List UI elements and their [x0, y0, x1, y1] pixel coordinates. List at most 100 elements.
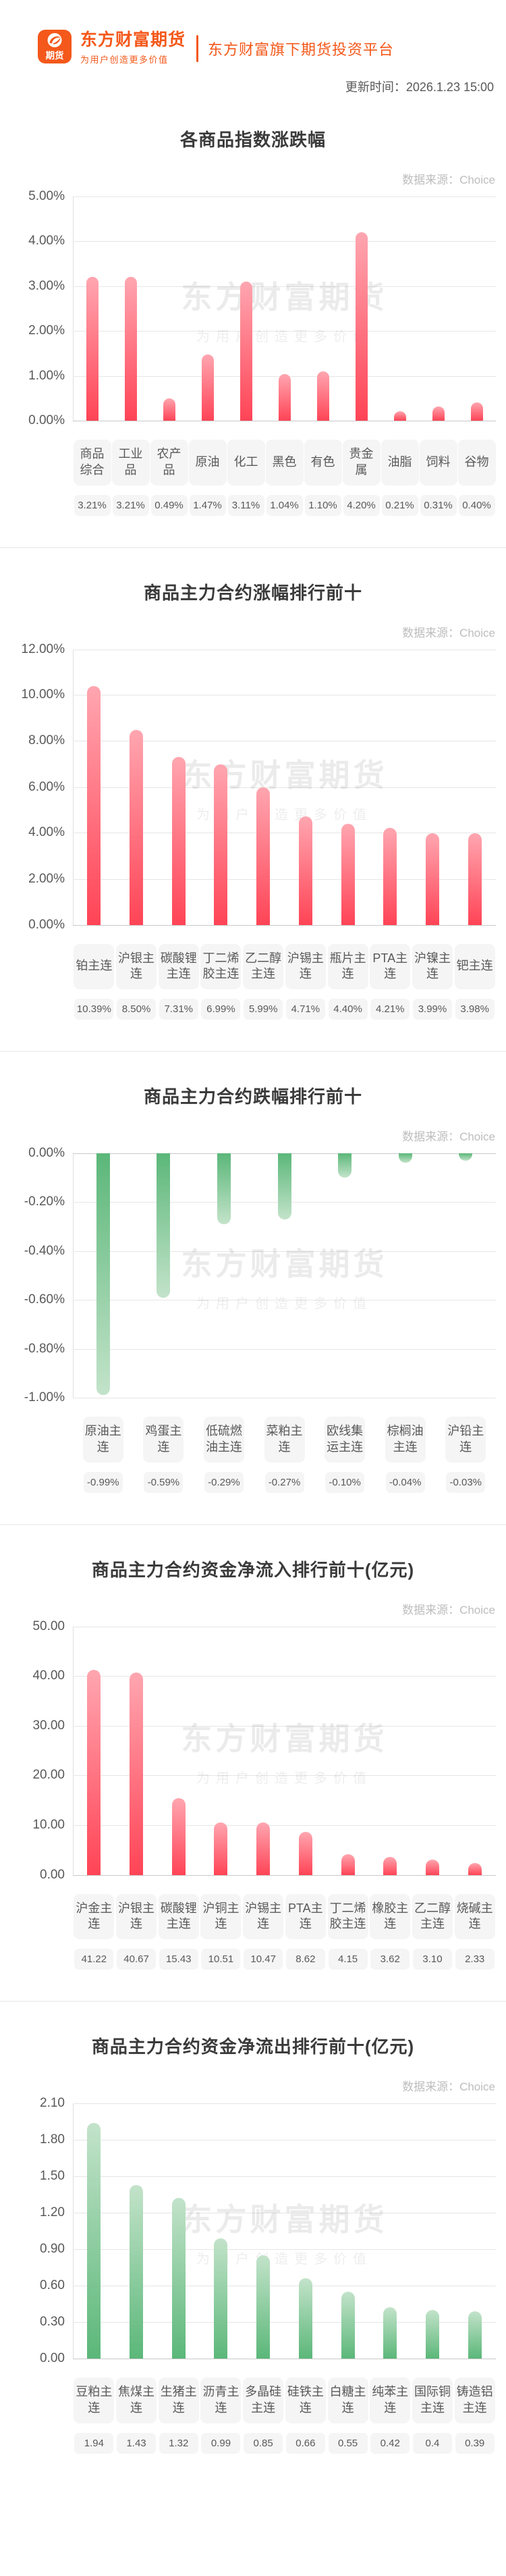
value-label: 1.04%: [266, 494, 303, 516]
chart-title: 商品主力合约资金净流出排行前十(亿元): [91, 2036, 415, 2057]
value-label: 1.10%: [304, 494, 341, 516]
gridline: [73, 924, 496, 926]
bar-slot: [242, 1627, 285, 1875]
bar: [87, 1670, 101, 1875]
category-label: 有色: [304, 440, 342, 485]
bar: [316, 371, 329, 421]
bar-slot: [265, 196, 304, 421]
value-slot: 6.99%: [200, 999, 242, 1020]
bar: [459, 1153, 473, 1161]
gridline: [73, 787, 496, 788]
value-slot: -0.04%: [375, 1471, 436, 1493]
value-slot: 10.51: [200, 1949, 242, 1970]
y-axis-tick-label: 0.60: [40, 2278, 65, 2292]
bar: [341, 1854, 355, 1875]
bar: [163, 398, 175, 421]
y-axis-tick-label: 3.00%: [28, 278, 65, 293]
category-label: 瓶片主连: [327, 943, 368, 989]
bar: [468, 1863, 482, 1875]
y-axis-tick-label: 1.50: [40, 2169, 65, 2183]
category-slot: 棕榈油主连: [375, 1417, 436, 1463]
gridline: [73, 2103, 496, 2104]
category-label: 谷物: [457, 440, 496, 485]
y-axis-tick-label: 2.00%: [28, 871, 65, 886]
bars: [73, 1153, 496, 1398]
category-slot: 多晶硅主连: [242, 2377, 285, 2423]
bar: [341, 2292, 355, 2359]
category-label: 乙二醇主连: [243, 943, 284, 989]
value-label: 0.39: [455, 2432, 495, 2454]
bar: [87, 686, 101, 925]
value-label: 3.99%: [412, 999, 452, 1020]
bar: [256, 1822, 271, 1875]
bar-slot: [412, 2103, 454, 2359]
category-slot: 原油主连: [73, 1417, 134, 1463]
bar-slot: [412, 650, 454, 925]
bar: [277, 1153, 291, 1219]
value-label: 0.85: [244, 2432, 283, 2454]
category-slot: 沪锡主连: [285, 943, 327, 989]
category-label: 沪银主连: [116, 1893, 157, 1939]
value-slot: 3.62: [369, 1949, 412, 1970]
bar: [425, 2310, 439, 2359]
y-axis-tick-label: 0.00: [40, 1867, 65, 1882]
chart-title: 商品主力合约涨幅排行前十: [143, 582, 362, 603]
category-slot: 工业品: [111, 440, 150, 485]
bar: [383, 2307, 397, 2359]
bar: [171, 2198, 186, 2359]
bar-slot: [115, 2103, 158, 2359]
value-label: 1.94: [74, 2432, 114, 2454]
category-label: 橡胶主连: [370, 1893, 411, 1939]
bar-slot: [157, 650, 200, 925]
bar: [278, 373, 291, 421]
y-axis-tick-label: -0.80%: [24, 1341, 65, 1356]
value-label: 2.33: [455, 1949, 495, 1970]
category-label: 商品综合: [73, 440, 111, 485]
y-axis-tick-label: -0.20%: [24, 1194, 65, 1209]
value-slot: 2.33: [453, 1949, 496, 1970]
bar-slot: [157, 1627, 200, 1875]
y-axis-tick-label: -1.00%: [24, 1390, 65, 1404]
bar-slot: [419, 196, 457, 421]
bar-slot: [314, 1153, 375, 1398]
gridline: [73, 878, 496, 880]
bar-slot: [453, 2103, 496, 2359]
gridline: [73, 1775, 496, 1777]
gridline: [73, 1874, 496, 1876]
y-axis-tick-label: 1.00%: [28, 368, 65, 383]
bar: [468, 2311, 482, 2359]
gridline: [73, 1251, 496, 1252]
category-label: 多晶硅主连: [243, 2377, 284, 2423]
y-axis-tick-label: 0.30: [40, 2315, 65, 2329]
section-divider: [0, 2001, 506, 2002]
bar-slot: [200, 2103, 242, 2359]
bar-slot: [285, 650, 327, 925]
value-label: 10.51: [201, 1949, 241, 1970]
category-slot: 沪铜主连: [200, 1893, 242, 1939]
bar-slot: [375, 1153, 436, 1398]
category-slot: 有色: [304, 440, 342, 485]
category-row: 铂主连 沪银主连 碳酸锂主连 丁二烯胶主连 乙二醇主连 沪锡主连 瓶片主连 PTA主连 沪镍主连…: [73, 943, 496, 989]
bar: [214, 1822, 228, 1875]
gridline: [73, 241, 496, 242]
y-axis-tick-label: 4.00%: [28, 234, 65, 248]
bar-slot: [227, 196, 265, 421]
category-label: 国际铜主连: [412, 2377, 453, 2423]
chart-section-net-inflow: 商品主力合约资金净流入排行前十(亿元) 数据来源：Choice 50.00 40.…: [0, 1556, 506, 1970]
value-label: -0.10%: [325, 1471, 365, 1493]
chart-title: 各商品指数涨跌幅: [179, 130, 326, 150]
value-label: 3.21%: [112, 494, 149, 516]
category-slot: 沪金主连: [73, 1893, 115, 1939]
category-slot: 黑色: [265, 440, 304, 485]
bar: [130, 1673, 144, 1875]
value-row: 41.22 40.67 15.43 10.51 10.47 8.62 4.15 3.62 3.1…: [73, 1949, 496, 1970]
category-slot: 铂主连: [73, 943, 115, 989]
chart-title: 商品主力合约资金净流入排行前十(亿元): [91, 1559, 415, 1580]
value-label: -0.27%: [264, 1471, 304, 1493]
value-slot: 0.39: [453, 2432, 496, 2454]
value-slot: 0.21%: [381, 494, 419, 516]
value-slot: 0.31%: [419, 494, 457, 516]
plot-area: 0.00% -0.20% -0.40% -0.60% -0.80% -1.00% 东方财富…: [24, 1146, 496, 1404]
bar-slot: [188, 196, 227, 421]
category-slot: 原油: [188, 440, 227, 485]
